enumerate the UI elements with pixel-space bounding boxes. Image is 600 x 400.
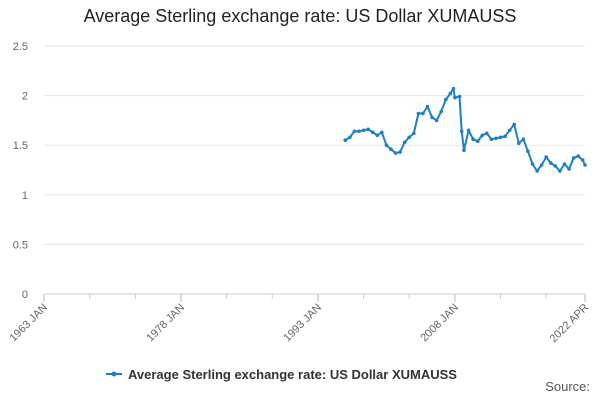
y-tick-label: 2.5 [13,41,28,53]
data-point [485,131,489,136]
y-tick-label: 2 [22,91,28,103]
chart-title: Average Sterling exchange rate: US Dolla… [83,6,517,26]
data-point [370,130,375,135]
x-tick-label: 2008 JAN [418,302,461,345]
data-point [558,169,562,173]
data-point [517,141,521,145]
data-point [571,156,576,160]
data-point [352,129,357,134]
data-point [357,129,361,134]
data-point [471,137,475,141]
data-point [530,162,535,166]
series-line [344,87,586,172]
data-point [439,109,444,114]
data-point [412,131,416,136]
y-tick-label: 0 [22,289,28,301]
data-point [562,162,567,166]
data-point [384,143,389,147]
data-point [361,128,366,133]
data-point [535,169,539,173]
data-point [343,138,348,142]
data-point [480,133,485,138]
data-point [539,163,544,167]
data-point [448,91,453,96]
data-point [503,134,507,139]
data-point [507,128,512,133]
data-point [425,104,430,109]
data-point [453,95,457,100]
data-point [498,135,503,140]
legend-label: Average Sterling exchange rate: US Dolla… [128,367,457,382]
data-point [451,86,456,91]
data-point [544,155,548,159]
data-point [459,129,464,134]
data-point [583,163,587,167]
data-point [421,111,425,116]
data-point [389,147,393,151]
data-point [407,135,412,140]
data-point [549,161,553,165]
y-tick-label: 1.5 [13,140,28,152]
data-point [430,115,434,120]
data-point [393,151,398,155]
data-point [457,94,462,99]
data-point [380,130,384,135]
legend-marker-icon [111,371,117,377]
data-point [348,135,352,140]
data-point [402,140,407,144]
data-point [580,158,585,162]
y-tick-label: 1 [22,190,28,202]
x-tick-label: 2022 APR [548,302,592,346]
data-point [475,139,480,143]
data-point [521,137,526,141]
data-point [576,154,580,158]
data-point [553,164,558,168]
data-point [366,127,370,132]
data-point [512,122,516,127]
data-point [466,128,471,133]
data-point [567,167,571,171]
data-point [489,137,494,141]
data-point [398,150,402,154]
data-point [444,97,448,102]
data-point [416,111,421,116]
x-tick-label: 1993 JAN [281,302,324,345]
data-point [494,136,498,141]
x-tick-label: 1963 JAN [7,302,50,345]
data-point [462,148,466,152]
y-tick-label: 0.5 [13,239,28,251]
data-point [375,133,380,138]
source-label: Source: [545,379,590,394]
x-tick-label: 1978 JAN [144,302,187,345]
data-point [526,149,530,153]
data-point [434,118,439,123]
